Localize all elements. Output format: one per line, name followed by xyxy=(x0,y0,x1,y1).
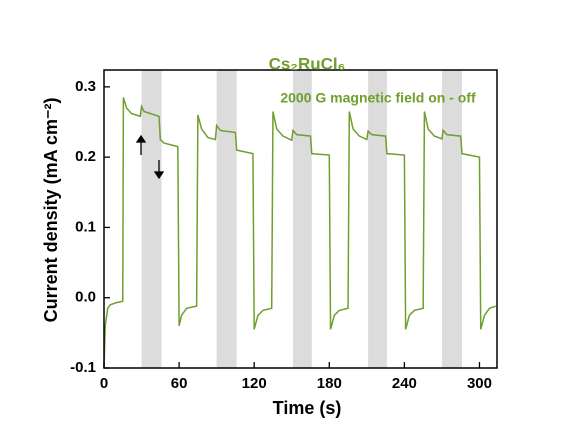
field-on-region xyxy=(441,70,462,368)
x-tick-label: 60 xyxy=(171,375,188,392)
shaded-regions xyxy=(141,70,462,368)
field-on-region xyxy=(141,70,162,368)
axes-frame xyxy=(103,69,498,369)
y-tick-label: 0.3 xyxy=(75,78,96,95)
y-axis-label: Current density (mA cm⁻²) xyxy=(41,98,61,323)
compound-label: Cs₂RuCl₆ xyxy=(269,54,346,73)
y-tick-label: -0.1 xyxy=(70,359,96,376)
x-tick-label: 0 xyxy=(100,375,108,392)
x-tick-label: 240 xyxy=(392,375,417,392)
x-tick-label: 120 xyxy=(242,375,267,392)
y-tick-label: 0.2 xyxy=(75,148,96,165)
field-on-region xyxy=(216,70,237,368)
x-tick-label: 300 xyxy=(467,375,492,392)
x-axis-label: Time (s) xyxy=(273,398,342,418)
current-trace xyxy=(103,97,496,369)
field-on-region xyxy=(368,70,387,368)
y-tick-label: 0.0 xyxy=(75,289,96,306)
x-tick-label: 180 xyxy=(317,375,342,392)
up-arrow-head xyxy=(135,134,147,143)
field-on-region xyxy=(292,70,312,368)
field-annotation: 2000 G magnetic field on - off xyxy=(280,90,476,106)
down-arrow-head xyxy=(153,171,165,180)
arrows xyxy=(135,134,165,180)
y-tick-label: 0.1 xyxy=(75,218,96,235)
plot-area xyxy=(103,97,496,369)
